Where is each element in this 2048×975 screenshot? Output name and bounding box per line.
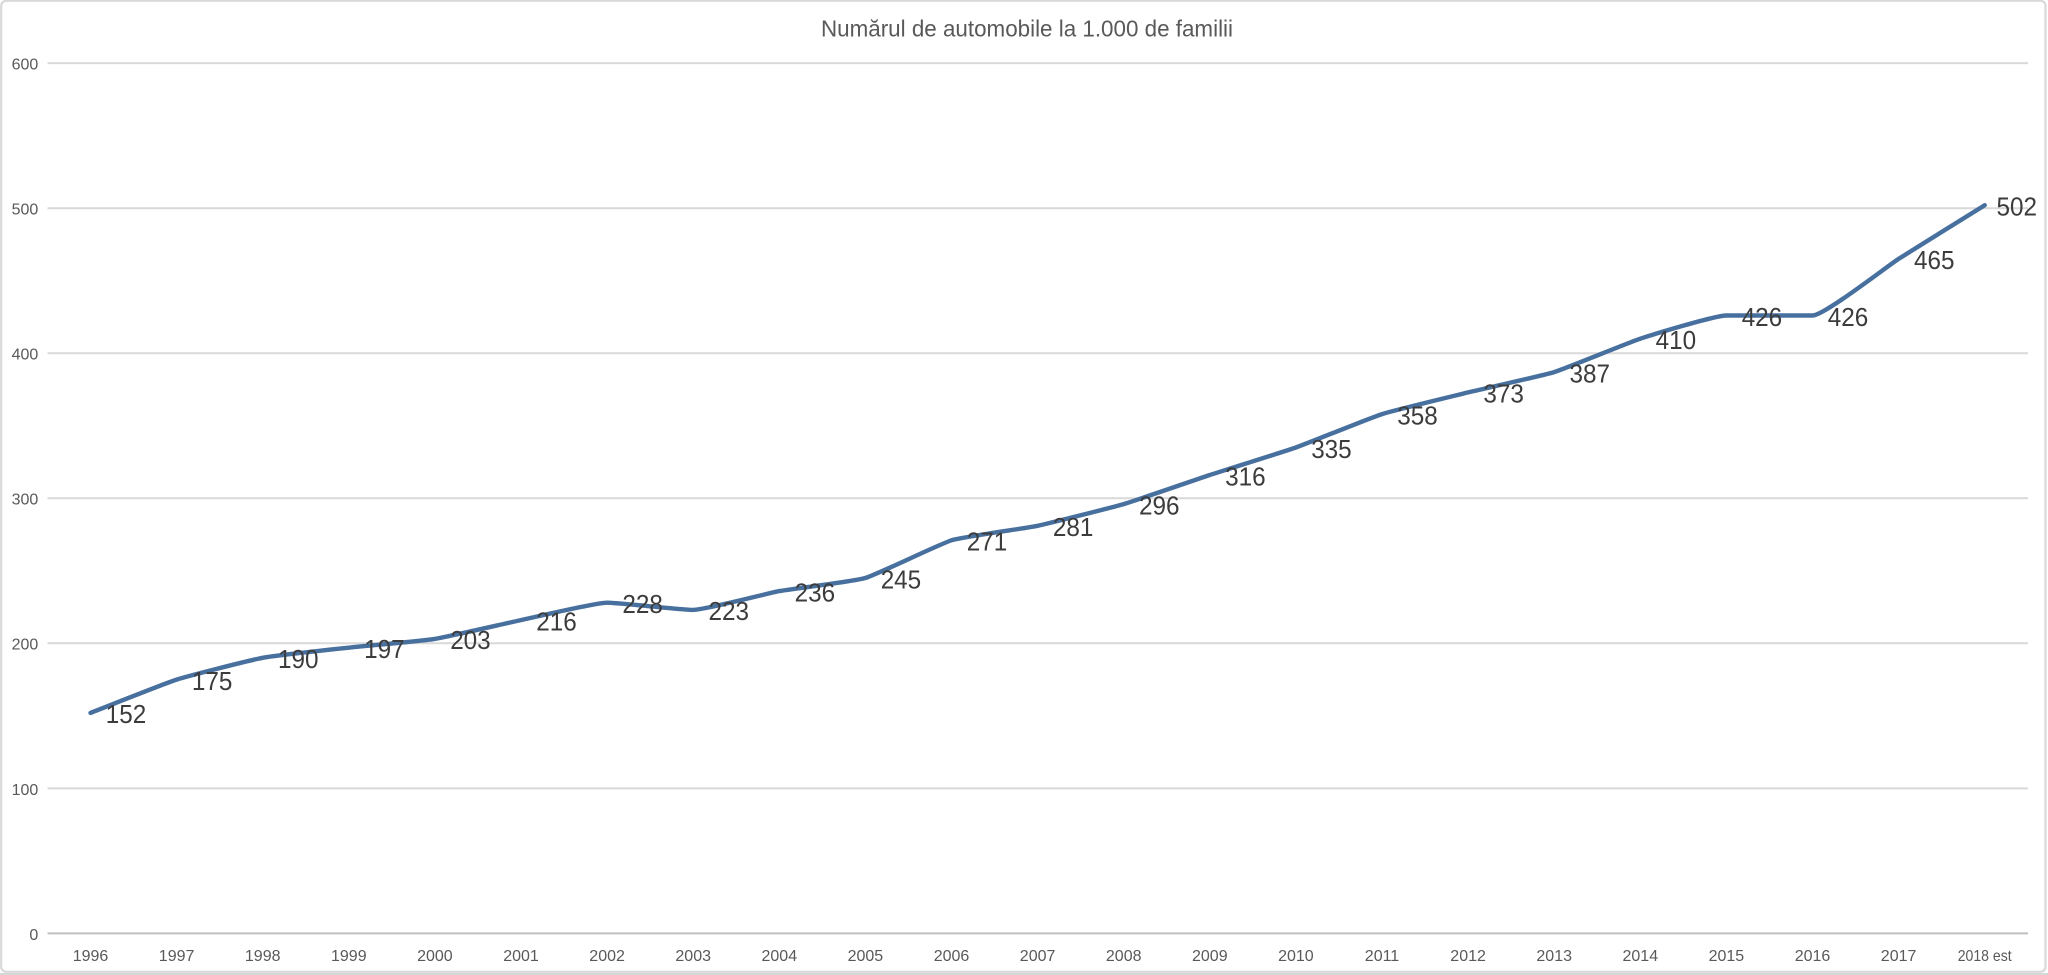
- svg-text:2005: 2005: [848, 948, 884, 965]
- svg-text:335: 335: [1311, 434, 1352, 464]
- svg-text:281: 281: [1053, 512, 1094, 542]
- svg-text:100: 100: [12, 782, 39, 799]
- svg-text:600: 600: [12, 57, 39, 74]
- svg-text:400: 400: [12, 347, 39, 364]
- svg-text:228: 228: [622, 589, 663, 619]
- svg-text:203: 203: [450, 625, 491, 655]
- svg-text:2011: 2011: [1365, 948, 1400, 965]
- svg-text:2006: 2006: [934, 948, 970, 965]
- svg-text:2008: 2008: [1106, 948, 1142, 965]
- svg-text:2018 est: 2018 est: [1958, 948, 2012, 965]
- svg-text:426: 426: [1828, 302, 1869, 332]
- svg-text:2003: 2003: [675, 948, 711, 965]
- svg-text:2000: 2000: [417, 948, 453, 965]
- svg-text:175: 175: [192, 666, 233, 696]
- svg-text:2004: 2004: [762, 948, 798, 965]
- svg-text:152: 152: [106, 699, 147, 729]
- svg-text:1998: 1998: [245, 948, 281, 965]
- svg-text:300: 300: [12, 492, 39, 509]
- svg-text:426: 426: [1742, 302, 1783, 332]
- svg-text:223: 223: [709, 596, 750, 626]
- svg-text:2013: 2013: [1536, 948, 1572, 965]
- svg-text:2015: 2015: [1709, 948, 1745, 965]
- svg-text:2016: 2016: [1795, 948, 1831, 965]
- svg-text:2012: 2012: [1450, 948, 1486, 965]
- svg-text:1996: 1996: [73, 948, 109, 965]
- svg-text:387: 387: [1570, 358, 1611, 388]
- svg-text:197: 197: [364, 634, 405, 664]
- svg-text:2010: 2010: [1278, 948, 1314, 965]
- svg-text:2014: 2014: [1623, 948, 1659, 965]
- svg-text:245: 245: [881, 564, 922, 594]
- svg-text:296: 296: [1139, 490, 1180, 520]
- svg-text:465: 465: [1914, 245, 1955, 275]
- svg-text:410: 410: [1656, 325, 1697, 355]
- svg-text:0: 0: [29, 927, 38, 944]
- svg-text:502: 502: [1997, 192, 2038, 222]
- svg-text:216: 216: [536, 606, 577, 636]
- svg-text:200: 200: [12, 637, 39, 654]
- svg-text:Numărul de automobile la 1.000: Numărul de automobile la 1.000 de famili…: [821, 16, 1233, 42]
- svg-text:2007: 2007: [1020, 948, 1056, 965]
- svg-text:2002: 2002: [589, 948, 625, 965]
- svg-text:236: 236: [795, 577, 836, 607]
- svg-text:1997: 1997: [159, 948, 195, 965]
- svg-text:271: 271: [967, 527, 1008, 557]
- svg-text:358: 358: [1397, 400, 1438, 430]
- svg-text:1999: 1999: [331, 948, 367, 965]
- svg-text:2017: 2017: [1881, 948, 1917, 965]
- svg-text:190: 190: [278, 644, 319, 674]
- svg-text:316: 316: [1225, 461, 1266, 491]
- svg-text:500: 500: [12, 202, 39, 219]
- svg-text:2009: 2009: [1192, 948, 1228, 965]
- svg-text:373: 373: [1483, 379, 1524, 409]
- svg-text:2001: 2001: [503, 948, 539, 965]
